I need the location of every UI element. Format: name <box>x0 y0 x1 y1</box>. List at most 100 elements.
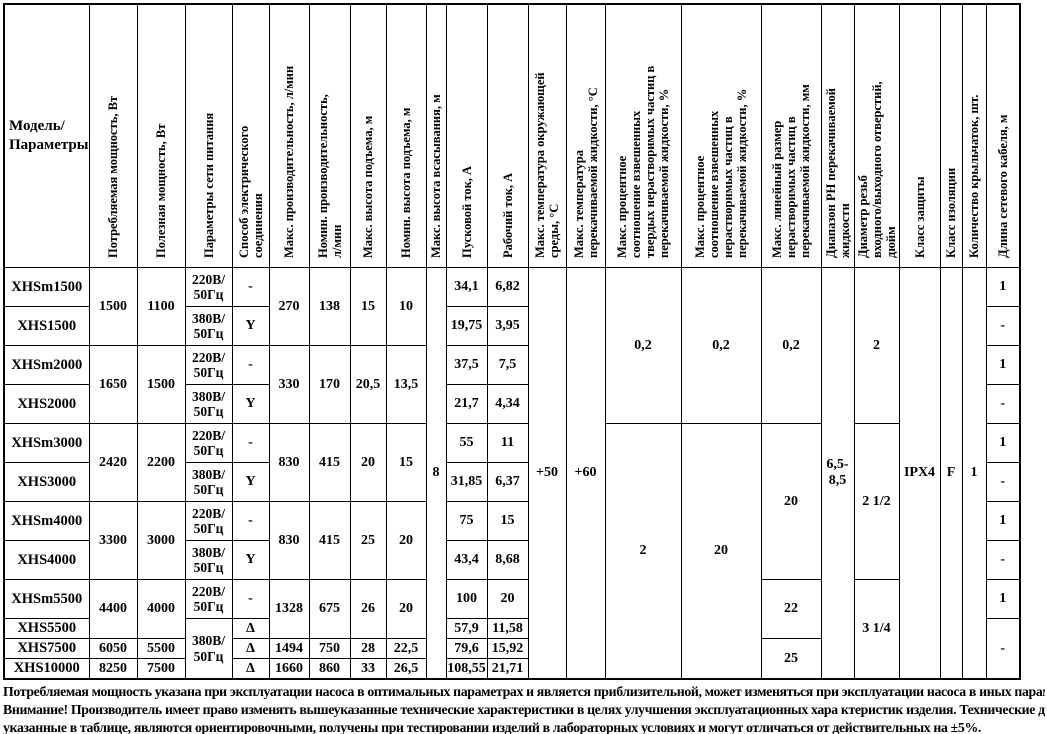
cell-mains: 380В/ 50Гц <box>184 618 233 680</box>
cell-current-work: 8,68 <box>486 540 529 580</box>
col-header-particle-size: Макс. линейный размер нерастворимых част… <box>760 3 822 268</box>
cell-current-start: 55 <box>445 423 488 463</box>
cell-power-in: 2420 <box>88 423 138 502</box>
cell-head-nom: 13,5 <box>385 345 427 424</box>
cell-connection: Y <box>231 540 270 580</box>
cell-current-start: 57,9 <box>445 618 488 639</box>
cell-power-in: 6050 <box>88 638 138 659</box>
col-header-flow-nom: Номин. производительность, л/мин <box>308 3 351 268</box>
table-row: XHSm1500 1500 1100 220В/ 50Гц - 270 138 … <box>3 267 1021 680</box>
cell-model: XHSm3000 <box>3 423 90 463</box>
col-header-head-nom: Номин. высота подъема, м <box>385 3 427 268</box>
cell-cable-length: - <box>985 618 1021 680</box>
table-row: XHSm3000 2420 2200 220В/ 50Гц - 830 415 … <box>3 423 1021 680</box>
footer-notes: Потребляемая мощность указана при эксплу… <box>3 683 1045 734</box>
cell-head-nom: 22,5 <box>385 638 427 659</box>
cell-flow-max: 1660 <box>268 658 310 680</box>
col-header-connection: Способ электрического соединения <box>231 3 270 268</box>
cell-current-work: 15 <box>486 501 529 541</box>
cell-temp-ambient: +50 <box>527 267 567 680</box>
cell-flow-max: 330 <box>268 345 310 424</box>
cell-head-nom: 26,5 <box>385 658 427 680</box>
cell-flow-max: 270 <box>268 267 310 346</box>
cell-flow-max: 1328 <box>268 579 310 639</box>
cell-power-in: 3300 <box>88 501 138 580</box>
cell-particle-size: 20 <box>760 423 822 580</box>
cell-flow-nom: 415 <box>308 501 351 580</box>
cell-thread-diam: 2 1/2 <box>853 423 900 580</box>
cell-power-in: 4400 <box>88 579 138 639</box>
col-header-cable-length: Длина сетевого кабеля, м <box>985 3 1021 268</box>
cell-current-start: 100 <box>445 579 488 619</box>
cell-cable-length: - <box>985 306 1021 346</box>
cell-mains: 220В/ 50Гц <box>184 345 233 385</box>
cell-particle-size: 25 <box>760 638 822 680</box>
cell-mains: 380В/ 50Гц <box>184 462 233 502</box>
col-header-protection: Класс защиты <box>898 3 941 268</box>
cell-thread-diam: 3 1/4 <box>853 579 900 680</box>
table-row: XHS3000 380В/ 50Гц Y 31,85 6,37 - <box>3 462 1021 502</box>
cell-power-out: 7500 <box>136 658 186 680</box>
cell-model: XHSm5500 <box>3 579 90 619</box>
table-row: XHSm5500 4400 4000 220В/ 50Гц - 1328 675… <box>3 579 1021 680</box>
cell-power-out: 3000 <box>136 501 186 580</box>
table-row: XHS2000 380В/ 50Гц Y 21,7 4,34 - <box>3 384 1021 424</box>
cell-model: XHSm2000 <box>3 345 90 385</box>
cell-flow-max: 830 <box>268 423 310 502</box>
cell-head-max: 33 <box>349 658 387 680</box>
cell-connection: - <box>231 267 270 307</box>
cell-current-work: 20 <box>486 579 529 619</box>
cell-connection: Y <box>231 462 270 502</box>
cell-power-out: 4000 <box>136 579 186 639</box>
col-header-ph-range: Диапазон РН перекачиваемой жидкости <box>820 3 855 268</box>
col-header-thread-diam: Диаметр резьб входного/выходного отверст… <box>853 3 900 268</box>
cell-current-start: 31,85 <box>445 462 488 502</box>
col-header-insoluble-pct: Макс. процентное соотношение взвешенных … <box>680 3 762 268</box>
cell-insoluble-pct: 20 <box>680 423 762 680</box>
table-row: XHSm2000 1650 1500 220В/ 50Гц - 330 170 … <box>3 345 1021 424</box>
cell-temp-liquid: +60 <box>565 267 606 680</box>
cell-head-max: 25 <box>349 501 387 580</box>
cell-power-out: 5500 <box>136 638 186 659</box>
cell-cable-length: 1 <box>985 579 1021 619</box>
cell-current-start: 43,4 <box>445 540 488 580</box>
table-row: XHS5500 380В/ 50Гц Δ 57,9 11,58 - <box>3 618 1021 680</box>
col-header-current-work: Рабочий ток, А <box>486 3 529 268</box>
cell-head-max: 26 <box>349 579 387 639</box>
corner-header-cell: Модель/ Параметры <box>3 3 90 268</box>
cell-flow-nom: 138 <box>308 267 351 346</box>
cell-flow-nom: 415 <box>308 423 351 502</box>
cell-mains: 220В/ 50Гц <box>184 423 233 463</box>
cell-head-max: 28 <box>349 638 387 659</box>
cell-current-work: 21,71 <box>486 658 529 680</box>
cell-power-out: 1500 <box>136 345 186 424</box>
cell-current-work: 6,82 <box>486 267 529 307</box>
cell-current-work: 4,34 <box>486 384 529 424</box>
cell-connection: Y <box>231 384 270 424</box>
cell-current-start: 37,5 <box>445 345 488 385</box>
cell-cable-length: - <box>985 462 1021 502</box>
cell-power-out: 1100 <box>136 267 186 346</box>
col-header-temp-ambient: Макс. температура окружающей среды, °С <box>527 3 567 268</box>
header-row: Модель/ Параметры Потребляемая мощность,… <box>3 3 1021 268</box>
col-header-power-out: Полезная мощность, Вт <box>136 3 186 268</box>
cell-model: XHS5500 <box>3 618 90 639</box>
cell-power-in: 8250 <box>88 658 138 680</box>
cell-connection: Δ <box>231 638 270 659</box>
cell-impellers: 1 <box>961 267 987 680</box>
cell-model: XHS10000 <box>3 658 90 680</box>
cell-ph-range: 6,5-8,5 <box>820 267 855 680</box>
cell-connection: - <box>231 423 270 463</box>
cell-flow-nom: 170 <box>308 345 351 424</box>
cell-cable-length: 1 <box>985 345 1021 385</box>
table-row: XHSm4000 3300 3000 220В/ 50Гц - 830 415 … <box>3 501 1021 580</box>
col-header-current-start: Пусковой ток, А <box>445 3 488 268</box>
cell-connection: Δ <box>231 618 270 639</box>
cell-connection: - <box>231 579 270 619</box>
col-header-flow-max: Макс. производительность, л/мин <box>268 3 310 268</box>
cell-mains: 380В/ 50Гц <box>184 384 233 424</box>
cell-head-max: 20 <box>349 423 387 502</box>
cell-power-out: 2200 <box>136 423 186 502</box>
cell-head-max: 20,5 <box>349 345 387 424</box>
